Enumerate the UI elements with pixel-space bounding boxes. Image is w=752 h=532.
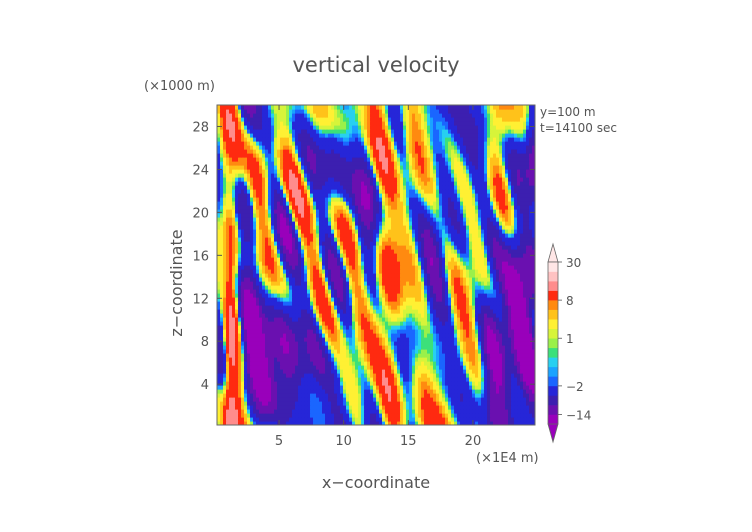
colorbar-segment [548,262,558,272]
colorbar-segment [548,404,558,415]
colorbar-segment [548,271,558,282]
y-tick-label: 12 [192,292,209,307]
y-tick-label: 28 [192,120,209,135]
x-tick-label: 10 [335,434,352,449]
colorbar-top-arrow [547,242,559,263]
x-unit-label: (×1E4 m) [476,451,539,466]
heatmap-field [217,105,535,425]
x-tick-label: 15 [400,434,417,449]
y-axis-label: z−coordinate [167,229,186,336]
y-tick-label: 24 [192,163,209,178]
colorbar-tick-label: 30 [566,256,581,270]
y-tick-label: 20 [192,206,209,221]
colorbar-tick-label: 8 [566,294,574,308]
y-axis: 4 8 12 16 20 24 28 [192,120,535,393]
chart-title: vertical velocity [292,53,459,77]
colorbar-segment [548,338,558,349]
x-axis: 5 10 15 20 [275,105,481,449]
colorbar-segment [548,309,558,320]
info-line-t: t=14100 sec [540,121,617,135]
colorbar-tick-label: −14 [566,408,591,422]
colorbar-segment [548,395,558,406]
y-unit-label: (×1000 m) [144,79,215,94]
colorbar: 30 8 1 −2 −14 [547,242,591,444]
plot-frame [216,104,536,426]
colorbar-segment [548,385,558,396]
colorbar-segment [548,281,558,291]
colorbar-tick-label: −2 [566,380,584,394]
colorbar-segment [548,290,558,301]
colorbar-tick-label: 1 [566,332,574,346]
x-tick-label: 20 [465,434,482,449]
x-axis-label: x−coordinate [322,473,430,492]
colorbar-segment [548,357,558,368]
colorbar-segment [548,319,558,330]
colorbar-segment [548,300,558,310]
y-tick-label: 16 [192,249,209,264]
y-tick-label: 4 [201,378,209,393]
colorbar-bottom-arrow [547,423,559,444]
y-tick-label: 8 [201,335,209,350]
colorbar-segment [548,328,558,339]
x-tick-label: 5 [275,434,283,449]
colorbar-segment [548,376,558,387]
colorbar-frame [547,261,559,425]
colorbar-segment [548,366,558,377]
colorbar-segment [548,414,558,425]
colorbar-segment [548,347,558,358]
info-line-y: y=100 m [540,105,596,119]
